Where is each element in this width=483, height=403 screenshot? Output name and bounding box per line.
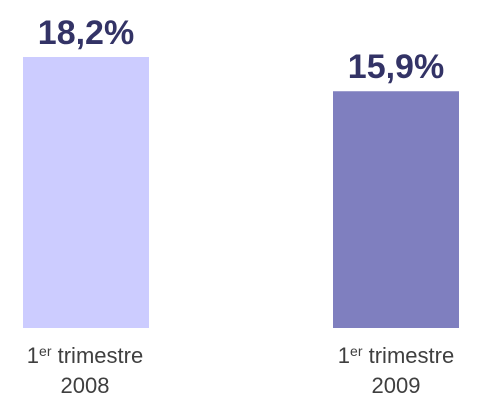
category-label-year: 2008: [60, 373, 110, 398]
category-label-2008: 1er trimestre 2008: [0, 341, 175, 401]
category-label-year: 2009: [371, 373, 421, 398]
category-label-line1: 1er trimestre: [26, 343, 144, 368]
bar-0: [23, 57, 149, 328]
category-label-line1: 1er trimestre: [337, 343, 455, 368]
value-label-1: 15,9%: [348, 48, 444, 86]
bar-1: [333, 91, 459, 328]
value-label-0: 18,2%: [38, 14, 134, 52]
category-label-2009: 1er trimestre 2009: [306, 341, 483, 401]
